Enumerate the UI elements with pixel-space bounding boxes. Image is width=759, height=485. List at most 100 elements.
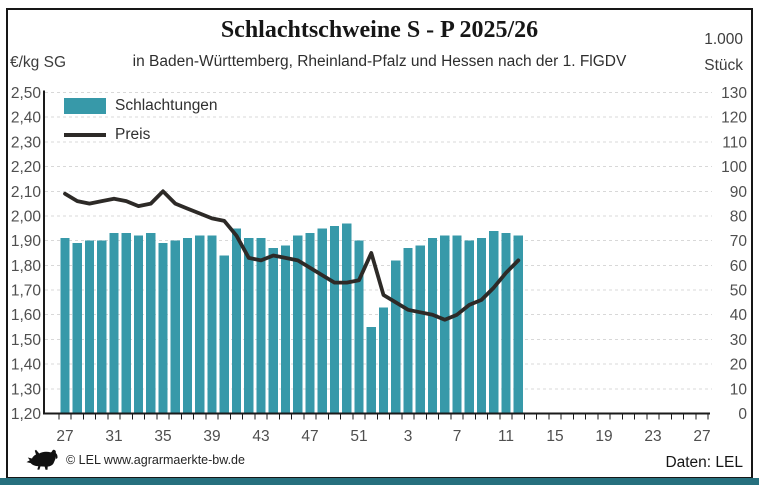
line-swatch-icon (64, 133, 106, 137)
bar (293, 235, 303, 414)
bars-series-schlachtungen (60, 223, 523, 414)
bar (305, 233, 315, 414)
bar (133, 235, 144, 414)
right-tick-label: 30 (730, 332, 748, 349)
bar (501, 233, 511, 414)
x-tick-label: 27 (693, 428, 710, 445)
accent-strip (0, 478, 759, 485)
bar (329, 225, 340, 414)
bar (391, 260, 401, 414)
right-tick-label: 70 (730, 233, 748, 250)
copyright-text: © LEL www.agrarmaerkte-bw.de (66, 453, 245, 467)
bar (60, 238, 70, 414)
bar (342, 223, 352, 414)
bar (280, 245, 291, 414)
bar-swatch-icon (64, 98, 106, 114)
x-tick-label: 35 (154, 428, 171, 445)
bar (72, 243, 82, 414)
left-tick-label: 1,80 (11, 258, 42, 275)
bar (231, 228, 242, 414)
bw-lion-icon (26, 449, 58, 470)
bar (84, 240, 95, 414)
right-tick-label: 100 (721, 159, 747, 176)
x-tick-label: 43 (252, 428, 269, 445)
bar (256, 238, 266, 414)
legend-item-preis: Preis (64, 126, 218, 144)
axes (43, 90, 710, 420)
bar (121, 233, 131, 414)
x-axis-labels: 27 31 35 39 43 47 51 3 7 11 15 19 23 27 (56, 428, 710, 445)
bar (489, 230, 499, 414)
left-tick-label: 1,40 (11, 357, 42, 374)
bar (244, 238, 254, 414)
left-tick-label: 2,00 (11, 208, 42, 225)
bar (170, 240, 180, 414)
chart-subtitle: in Baden-Württemberg, Rheinland-Pfalz un… (132, 53, 627, 70)
bar (207, 235, 217, 414)
bar (158, 243, 168, 414)
bar (366, 327, 376, 414)
x-tick-label: 47 (301, 428, 318, 445)
footer: © LEL www.agrarmaerkte-bw.de (22, 447, 245, 473)
bar (427, 238, 438, 414)
left-tick-label: 1,70 (11, 283, 42, 300)
bar (403, 248, 413, 414)
right-tick-label: 110 (722, 134, 747, 151)
x-tick-label: 15 (546, 428, 563, 445)
left-tick-label: 2,50 (11, 85, 42, 102)
bar (354, 240, 364, 414)
right-axis-unit: 1.000 Stück (704, 27, 743, 79)
right-tick-label: 120 (721, 110, 747, 127)
right-tick-label: 60 (730, 258, 748, 275)
legend-label-schlachtungen: Schlachtungen (115, 97, 218, 114)
bar (415, 245, 425, 414)
bar (146, 233, 156, 414)
bar (440, 235, 450, 414)
left-tick-label: 2,40 (11, 110, 42, 127)
data-source-text: Daten: LEL (665, 454, 743, 471)
bar (182, 238, 193, 414)
left-tick-label: 1,20 (11, 406, 42, 423)
bar (452, 235, 462, 414)
right-axis-unit-line2: Stück (704, 57, 743, 74)
chart-title: Schlachtschweine S - P 2025/26 (220, 17, 539, 43)
x-tick-label: 27 (56, 428, 73, 445)
legend-item-schlachtungen: Schlachtungen (64, 97, 218, 115)
price-line (63, 189, 521, 322)
legend-label-preis: Preis (115, 126, 151, 143)
x-tick-label: 39 (203, 428, 220, 445)
bar (464, 240, 474, 414)
x-tick-label: 19 (595, 428, 612, 445)
right-tick-label: 40 (730, 307, 748, 324)
left-tick-label: 1,50 (11, 332, 42, 349)
right-tick-label: 50 (730, 283, 748, 300)
bar (476, 238, 487, 414)
left-tick-label: 2,20 (11, 159, 42, 176)
right-tick-label: 0 (738, 406, 747, 423)
bar (109, 233, 119, 414)
left-tick-label: 2,10 (11, 184, 42, 201)
bar (317, 228, 327, 414)
left-tick-label: 1,60 (11, 307, 42, 324)
left-tick-label: 1,90 (11, 233, 42, 250)
left-axis-unit: €/kg SG (10, 54, 66, 71)
legend: Schlachtungen Preis (64, 97, 218, 155)
right-tick-label: 80 (730, 208, 748, 225)
x-tick-label: 7 (453, 428, 462, 445)
right-tick-label: 10 (730, 381, 748, 398)
right-tick-label: 20 (730, 357, 748, 374)
x-tick-label: 11 (498, 428, 514, 445)
right-axis-unit-line1: 1.000 (704, 31, 743, 48)
right-tick-label: 130 (721, 85, 747, 102)
left-tick-label: 2,30 (11, 134, 42, 151)
x-tick-label: 31 (105, 428, 122, 445)
x-tick-label: 51 (350, 428, 367, 445)
right-tick-label: 90 (730, 184, 748, 201)
bar (268, 248, 278, 414)
bar (513, 235, 523, 414)
x-tick-label: 3 (404, 428, 413, 445)
x-tick-label: 23 (644, 428, 661, 445)
